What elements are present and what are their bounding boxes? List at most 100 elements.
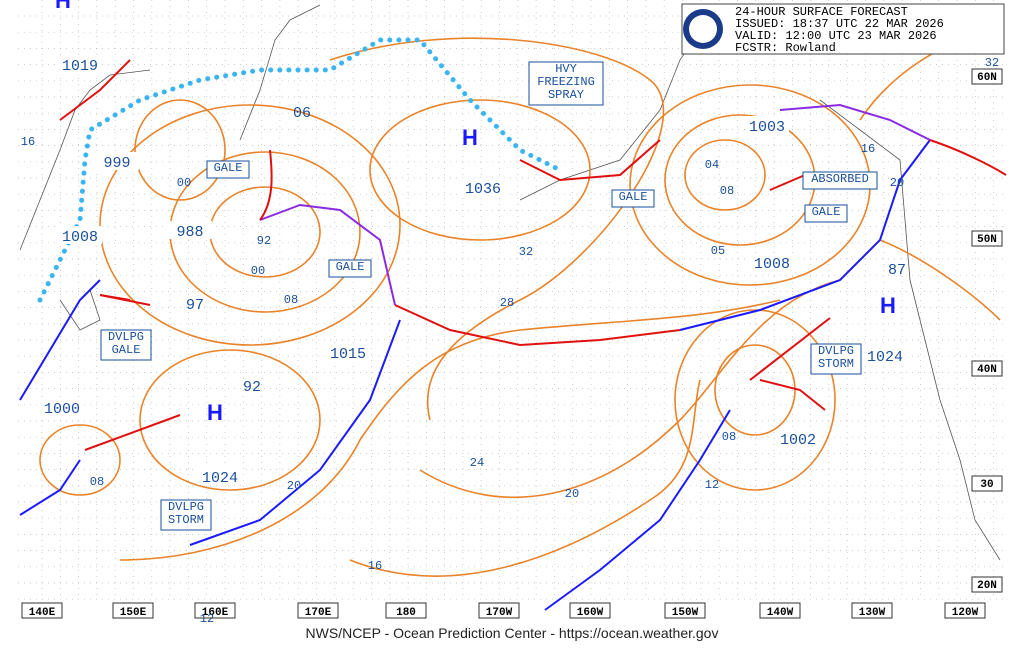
isobar-label: 20 — [287, 479, 301, 493]
pressure-box — [168, 221, 212, 239]
warning-label: STORM — [818, 357, 854, 371]
high-center: H — [462, 125, 478, 150]
warning-label: SPRAY — [548, 88, 584, 102]
isobars — [39, 19, 1001, 577]
pressure-box — [58, 226, 102, 244]
lon-label: 160W — [577, 607, 604, 619]
pressure-box — [745, 116, 789, 134]
isobar-label: 16 — [368, 559, 382, 573]
pressure-box — [750, 253, 794, 271]
lon-label: 140W — [767, 607, 794, 619]
pressure-center: 1024 — [867, 349, 903, 366]
lat-label-box — [971, 230, 1003, 247]
pressure-center: 1003 — [749, 119, 785, 136]
lon-label-box — [194, 602, 236, 619]
pressure-box — [326, 343, 370, 361]
pressure-center: 988 — [176, 224, 203, 241]
pressure-box — [95, 152, 139, 170]
lat-label-box — [971, 475, 1003, 492]
lon-label-box — [759, 602, 801, 619]
pressure-center: 1002 — [780, 432, 816, 449]
warning-label: GALE — [812, 205, 841, 219]
lat-label: 30 — [980, 479, 993, 491]
isobar-label: 87 — [888, 262, 906, 279]
lon-label-box — [851, 602, 893, 619]
pressure-box — [40, 398, 84, 416]
lon-label: 150W — [672, 607, 699, 619]
pressure-box — [198, 467, 242, 485]
isobar-label: 28 — [500, 296, 514, 310]
lat-label: 50N — [977, 234, 997, 246]
lon-label-box — [944, 602, 986, 619]
credit: NWS/NCEP - Ocean Prediction Center - htt… — [306, 625, 719, 641]
lat-label: 20N — [977, 580, 997, 592]
high-center: H — [880, 293, 896, 318]
isobar-label: 92 — [257, 234, 271, 248]
isobar-label: 97 — [186, 297, 204, 314]
isobar-label: 05 — [711, 244, 725, 258]
header-line: ISSUED: 18:37 UTC 22 MAR 2026 — [735, 17, 944, 31]
grid — [18, 0, 1006, 600]
lon-label-box — [297, 602, 339, 619]
warning-box — [100, 329, 152, 361]
isobar-label: 06 — [293, 105, 311, 122]
lon-label-box — [112, 602, 154, 619]
warning-label: DVLPG — [818, 344, 854, 358]
lon-label: 130W — [859, 607, 886, 619]
warning-box — [528, 61, 604, 106]
pressure-center: 1024 — [202, 470, 238, 487]
lon-label-box — [664, 602, 706, 619]
isobar-label: 32 — [985, 56, 999, 70]
lat-label: 60N — [977, 72, 997, 84]
high-center: H — [207, 400, 223, 425]
pressure-box — [776, 429, 820, 447]
lat-label: 40N — [977, 364, 997, 376]
arrows — [84, 149, 831, 451]
isobar-label: 08 — [722, 430, 736, 444]
lon-label-box — [385, 602, 427, 619]
warning-box — [160, 499, 212, 531]
lat-label-box — [971, 576, 1003, 593]
isobar-label: 08 — [90, 475, 104, 489]
lon-label: 180 — [396, 607, 416, 619]
warning-box — [810, 343, 862, 375]
pressure-box — [863, 346, 907, 364]
lon-label: 120W — [952, 607, 979, 619]
isobar-label: 08 — [720, 184, 734, 198]
ice-edge — [37, 37, 563, 303]
lon-label-box — [569, 602, 611, 619]
isobar-label: 20 — [565, 487, 579, 501]
isobar-label: 20 — [890, 176, 904, 190]
isobar-label: 16 — [861, 142, 875, 156]
pressure-box — [58, 55, 102, 73]
pressure-center: 1008 — [754, 256, 790, 273]
isobar-label: 12 — [200, 612, 214, 626]
isobar-label: 00 — [177, 176, 191, 190]
pressure-center: 1015 — [330, 346, 366, 363]
warning-label: GALE — [619, 190, 648, 204]
header-line: 24-HOUR SURFACE FORECAST — [735, 5, 908, 19]
warning-label: HVY — [555, 62, 577, 76]
warning-label: FREEZING — [537, 75, 595, 89]
warning-label: DVLPG — [168, 500, 204, 514]
lon-label: 160E — [202, 607, 229, 619]
header-line: VALID: 12:00 UTC 23 MAR 2026 — [735, 29, 937, 43]
warning-label: GALE — [336, 260, 365, 274]
isobar-label: 32 — [519, 245, 533, 259]
header-frame — [681, 3, 1005, 55]
warning-label: GALE — [112, 343, 141, 357]
pressure-center: 999 — [103, 155, 130, 172]
lon-label: 170W — [486, 607, 513, 619]
lon-label-box — [478, 602, 520, 619]
isobar-label: 08 — [284, 293, 298, 307]
isobar-label: 16 — [21, 135, 35, 149]
isobar-label: 12 — [705, 478, 719, 492]
lat-label-box — [971, 360, 1003, 377]
warning-label: GALE — [214, 161, 243, 175]
isobar-label: 92 — [243, 379, 261, 396]
header-box: 24-HOUR SURFACE FORECAST ISSUED: 18:37 U… — [681, 3, 1005, 55]
pressure-center: 1008 — [62, 229, 98, 246]
isobar-label: 04 — [705, 158, 719, 172]
pressure-box — [461, 178, 505, 196]
